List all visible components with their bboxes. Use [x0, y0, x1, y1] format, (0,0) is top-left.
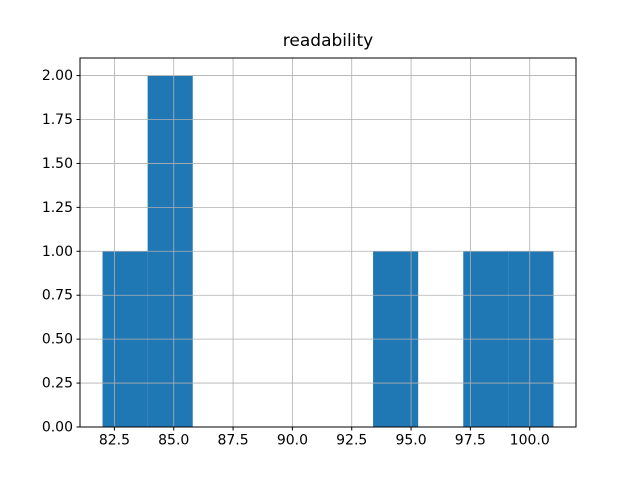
- chart-title: readability: [282, 31, 374, 51]
- y-tick-label: 1.25: [42, 200, 73, 216]
- x-tick-label: 95.0: [395, 433, 426, 449]
- x-tick-label: 87.5: [217, 433, 248, 449]
- y-tick-label: 0.50: [42, 332, 73, 348]
- x-tick-label: 92.5: [336, 433, 367, 449]
- x-tick-label: 85.0: [158, 433, 189, 449]
- y-tick-label: 2.00: [42, 68, 73, 84]
- y-tick-label: 0.25: [42, 376, 73, 392]
- x-tick-label: 82.5: [99, 433, 130, 449]
- y-tick-label: 0.00: [42, 420, 73, 436]
- x-tick-label: 100.0: [510, 433, 550, 449]
- x-tick-label: 90.0: [277, 433, 308, 449]
- y-tick-label: 1.00: [42, 244, 73, 260]
- x-tick-label: 97.5: [455, 433, 486, 449]
- y-tick-label: 0.75: [42, 288, 73, 304]
- axes-frame: [79, 57, 577, 428]
- y-tick-label: 1.50: [42, 156, 73, 172]
- y-tick-label: 1.75: [42, 112, 73, 128]
